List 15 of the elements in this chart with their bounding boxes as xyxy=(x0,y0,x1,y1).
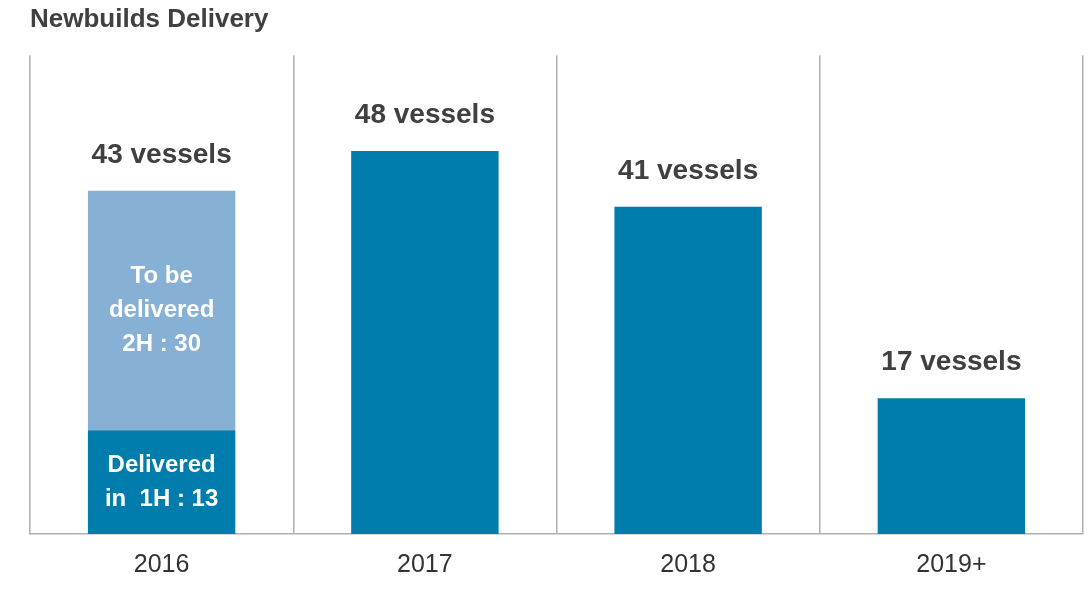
x-tick-label: 2018 xyxy=(660,548,716,577)
bar xyxy=(877,398,1026,534)
data-label: To be delivered 2H : 30 xyxy=(108,261,215,357)
x-tick-label: 2016 xyxy=(133,548,190,577)
total-label: 48 vessels xyxy=(354,97,495,129)
chart-title: Newbuilds Delivery xyxy=(30,2,269,33)
bar xyxy=(87,190,236,431)
x-tick-label: 2019+ xyxy=(916,548,987,577)
total-label: 41 vessels xyxy=(618,153,759,185)
bar xyxy=(614,206,762,534)
total-label: 17 vessels xyxy=(881,345,1022,377)
data-label: Delivered in 1H : 13 xyxy=(104,449,219,511)
x-tick-label: 2017 xyxy=(397,548,453,577)
total-label: 43 vessels xyxy=(91,137,232,169)
bar xyxy=(351,150,499,534)
